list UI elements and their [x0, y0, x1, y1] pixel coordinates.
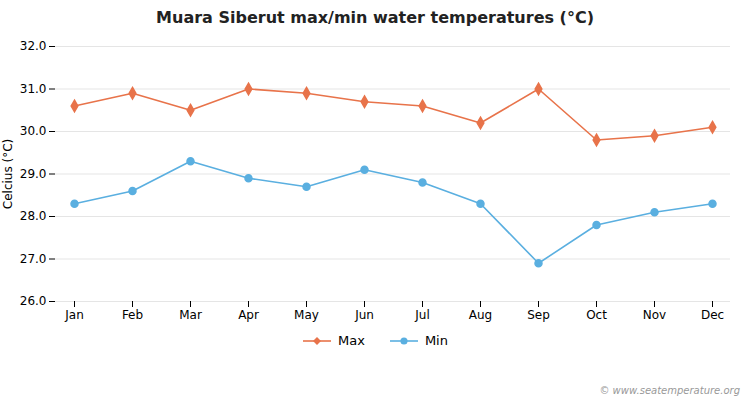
html-text:Min: Min: [424, 333, 448, 348]
svg-text:Mar: Mar: [179, 308, 202, 322]
svg-text:28.0: 28.0: [20, 209, 47, 223]
svg-text:Feb: Feb: [122, 308, 143, 322]
svg-text:26.0: 26.0: [20, 294, 47, 308]
svg-text:29.0: 29.0: [20, 167, 47, 181]
svg-text:Dec: Dec: [701, 308, 724, 322]
svg-text:Sep: Sep: [527, 308, 550, 322]
svg-text:Jun: Jun: [354, 308, 374, 322]
html-text:© www.seatemperature.org: © www.seatemperature.org: [599, 385, 740, 396]
svg-text:Oct: Oct: [586, 308, 607, 322]
svg-text:May: May: [294, 308, 319, 322]
svg-text:31.0: 31.0: [20, 82, 47, 96]
svg-text:Jan: Jan: [64, 308, 84, 322]
svg-text:27.0: 27.0: [20, 252, 47, 266]
html-text:Muara Siberut max/min water te: Muara Siberut max/min water temperatures…: [156, 8, 594, 27]
svg-text:32.0: 32.0: [20, 39, 47, 53]
svg-text:Nov: Nov: [643, 308, 666, 322]
html-text:Max: Max: [338, 333, 365, 348]
svg-text:Aug: Aug: [469, 308, 492, 322]
svg-text:30.0: 30.0: [20, 124, 47, 138]
svg-text:Celcius (°C): Celcius (°C): [1, 139, 15, 209]
svg-text:Jul: Jul: [414, 308, 429, 322]
svg-text:Apr: Apr: [238, 308, 259, 322]
